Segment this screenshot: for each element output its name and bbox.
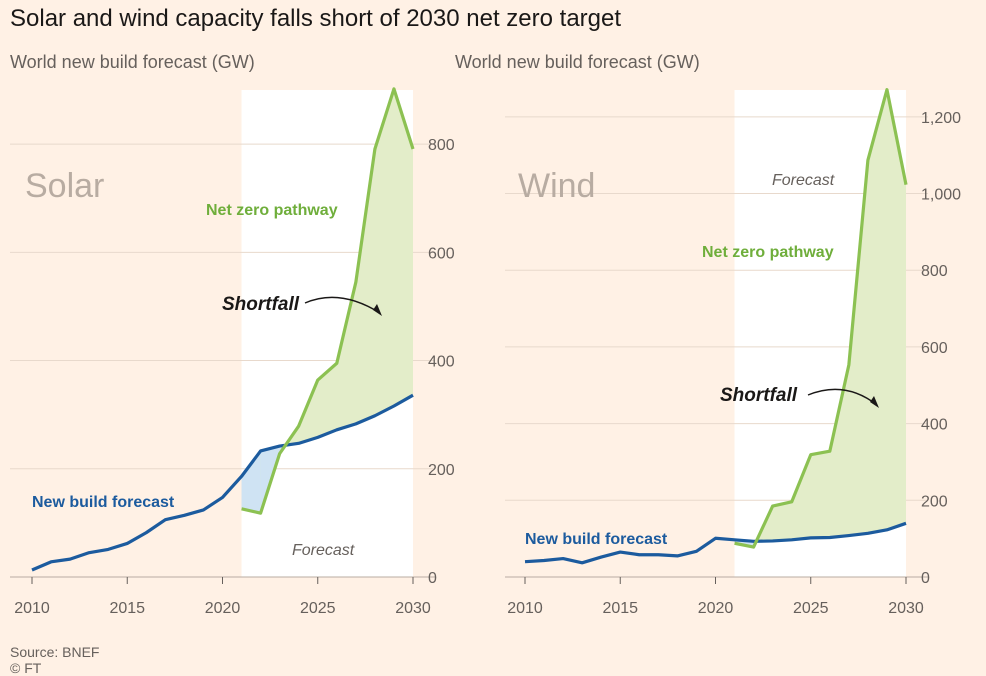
y-tick-label: 400 [921,417,948,434]
x-tick-label: 2010 [14,600,50,617]
panel-label: Wind [518,167,595,205]
y-tick-label: 0 [921,570,930,587]
shortfall-label: Shortfall [720,385,798,406]
wind-subtitle: World new build forecast (GW) [455,52,700,72]
new-build-forecast-line [31,393,414,572]
x-tick-label: 2030 [888,600,924,617]
y-tick-label: 800 [921,263,948,280]
x-tick-label: 2010 [507,600,543,617]
net-zero-pathway-line [241,87,415,515]
credit-note: © FT [10,660,42,676]
forecast-label: Forecast [772,172,835,189]
net-zero-pathway-label: Net zero pathway [702,244,834,261]
shortfall-arrow [304,296,381,314]
y-tick-label: 400 [428,354,455,371]
shortfall-area [241,88,413,514]
x-tick-label: 2025 [793,600,829,617]
y-tick-label: 0 [428,570,437,587]
solar-chart: 0 200 400 600 800 2010 2015 2020 2025 2030 Solar Ne… [10,87,455,617]
net-zero-pathway-line [734,88,908,549]
chart-title: Solar and wind capacity falls short of 2… [10,5,622,32]
x-tick-label: 2015 [109,600,145,617]
solar-subtitle: World new build forecast (GW) [10,52,255,72]
arrow-head-icon [870,396,879,408]
y-tick-label: 800 [428,137,455,154]
x-tick-label: 2025 [300,600,336,617]
shortfall-area [734,89,906,548]
y-tick-label: 200 [921,493,948,510]
net-zero-pathway-label: Net zero pathway [206,202,338,219]
wind-chart: 0 200 400 600 800 1,000 1,200 2010 2015 2020 2025 2… [505,88,961,617]
y-tick-label: 200 [428,462,455,479]
y-tick-label: 600 [428,245,455,262]
x-tick-label: 2020 [205,600,241,617]
y-tick-label: 1,200 [921,110,961,127]
new-build-forecast-label: New build forecast [525,531,668,548]
y-tick-label: 1,000 [921,187,961,204]
new-build-forecast-label: New build forecast [32,494,175,511]
gap-area [241,450,261,514]
new-build-forecast-line [524,521,907,565]
x-tick-label: 2015 [602,600,638,617]
x-tick-label: 2030 [395,600,431,617]
y-tick-label: 600 [921,340,948,357]
source-note: Source: BNEF [10,644,100,660]
x-tick-label: 2020 [698,600,734,617]
arrow-head-icon [373,304,382,316]
panel-label: Solar [25,167,104,205]
shortfall-label: Shortfall [222,294,300,315]
forecast-label: Forecast [292,542,355,559]
